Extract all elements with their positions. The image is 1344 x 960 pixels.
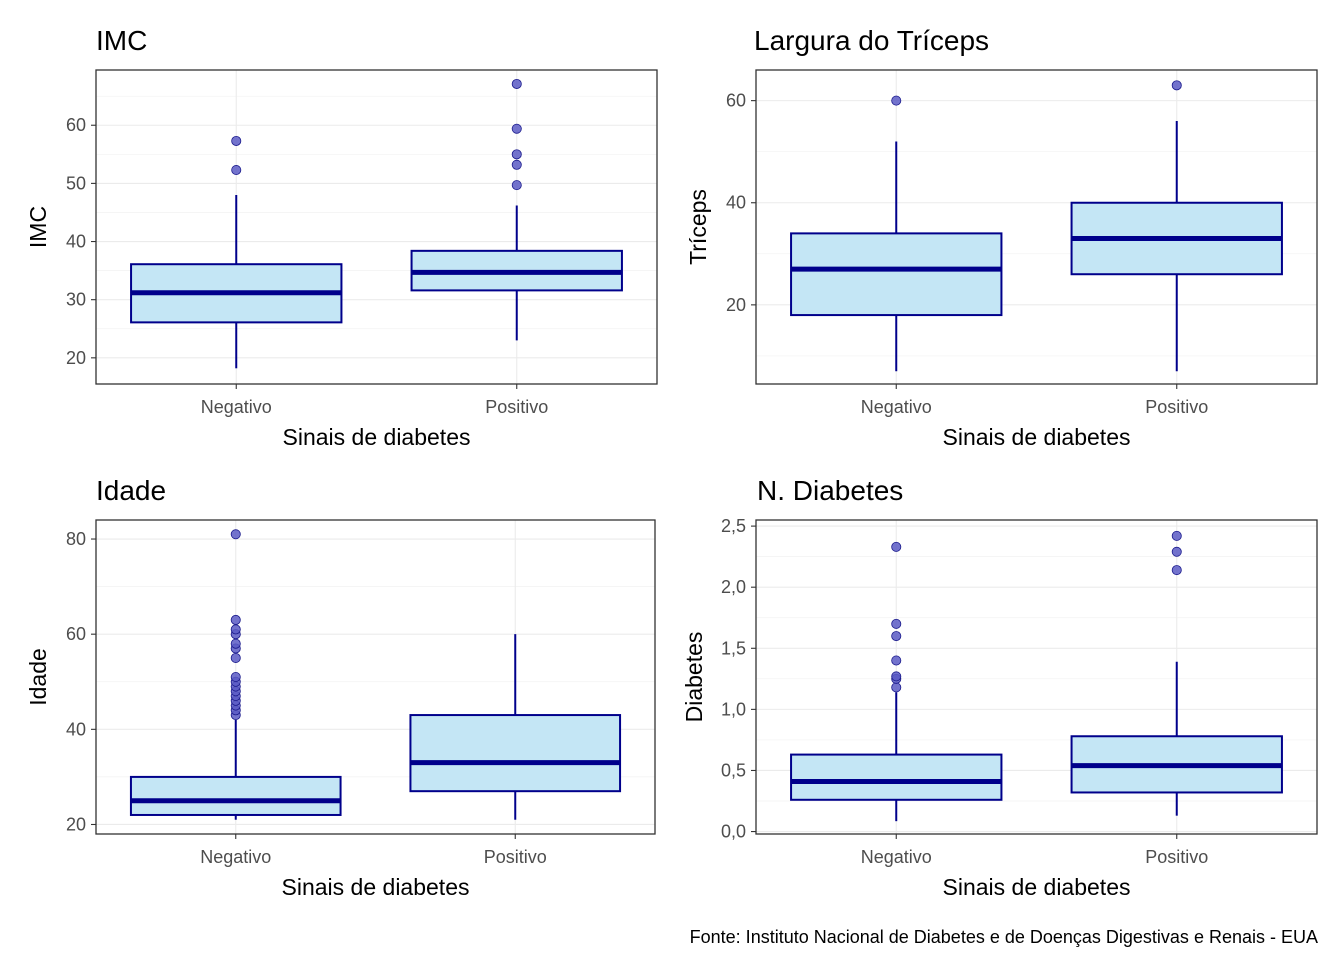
- panel-frame: [755, 69, 1318, 385]
- outlier-point: [891, 682, 902, 693]
- y-tick-label: 20: [66, 348, 86, 368]
- box-positivo: [1070, 80, 1283, 372]
- box-iqr: [790, 232, 1003, 317]
- x-tick-label: Positivo: [484, 847, 547, 867]
- outlier-point: [231, 135, 242, 146]
- panel-0: 20 30 40 50 60 Negativo Positivo IMC Sinais de d…: [25, 25, 658, 450]
- box-positivo: [409, 634, 622, 820]
- outlier-point: [230, 672, 241, 683]
- y-tick-label: 40: [66, 232, 86, 252]
- outlier-point: [1171, 546, 1182, 557]
- outlier-point: [511, 180, 522, 191]
- outlier-point: [891, 631, 902, 642]
- x-axis-label: Sinais de diabetes: [943, 874, 1131, 900]
- outlier-point: [1171, 565, 1182, 576]
- outlier-point: [891, 618, 902, 629]
- y-tick-label: 20: [66, 814, 86, 834]
- y-tick-label: 20: [726, 295, 746, 315]
- outlier-point: [511, 78, 522, 89]
- y-tick-label: 2,5: [721, 516, 746, 536]
- y-axis-label: Tríceps: [685, 189, 711, 265]
- panel-2: 20 40 60 80 Negativo Positivo Idade Sinais de d…: [25, 475, 656, 900]
- box-iqr: [409, 714, 622, 793]
- panel-title: Idade: [96, 475, 166, 506]
- y-tick-label: 60: [66, 115, 86, 135]
- box-negativo: [790, 95, 1003, 372]
- y-tick-label: 60: [726, 91, 746, 111]
- outlier-point: [1171, 530, 1182, 541]
- panel-frame: [755, 519, 1318, 835]
- box-positivo: [410, 78, 623, 341]
- caption-source: Fonte: Instituto Nacional de Diabetes e …: [690, 927, 1318, 947]
- box-negativo: [790, 541, 1003, 822]
- outlier-point: [511, 159, 522, 170]
- box-negativo: [130, 135, 343, 369]
- y-tick-label: 40: [66, 719, 86, 739]
- y-axis-label: Idade: [25, 648, 51, 706]
- y-tick-label: 80: [66, 529, 86, 549]
- panel-frame: [95, 519, 656, 835]
- panel-1: 20 40 60 Negativo Positivo Largura do Tríceps…: [685, 25, 1318, 450]
- x-tick-label: Negativo: [201, 397, 272, 417]
- y-tick-label: 0,5: [721, 760, 746, 780]
- y-tick-label: 1,0: [721, 699, 746, 719]
- x-tick-label: Positivo: [1145, 847, 1208, 867]
- box-iqr: [129, 775, 342, 816]
- box-iqr: [790, 753, 1003, 801]
- outlier-point: [230, 529, 241, 540]
- y-tick-label: 60: [66, 624, 86, 644]
- y-tick-label: 0,0: [721, 822, 746, 842]
- y-axis-label: Diabetes: [681, 632, 707, 723]
- outlier-point: [230, 652, 241, 663]
- outlier-point: [891, 95, 902, 106]
- x-axis-label: Sinais de diabetes: [943, 424, 1131, 450]
- panel-3: 0,0 0,5 1,0 1,5 2,0 2,5 Negativo Positivo N. Dia…: [681, 475, 1318, 900]
- outlier-point: [891, 541, 902, 552]
- y-tick-label: 50: [66, 173, 86, 193]
- panel-title: Largura do Tríceps: [754, 25, 989, 56]
- box-negativo: [129, 529, 342, 820]
- x-axis-label: Sinais de diabetes: [282, 874, 470, 900]
- outlier-point: [891, 655, 902, 666]
- panel-frame: [95, 69, 658, 385]
- y-tick-label: 2,0: [721, 577, 746, 597]
- outlier-point: [231, 165, 242, 176]
- panel-title: N. Diabetes: [757, 475, 903, 506]
- outlier-point: [891, 671, 902, 682]
- y-axis-label: IMC: [25, 206, 51, 248]
- x-axis-label: Sinais de diabetes: [283, 424, 471, 450]
- y-tick-label: 1,5: [721, 638, 746, 658]
- outlier-point: [230, 624, 241, 635]
- outlier-point: [511, 149, 522, 160]
- y-tick-label: 40: [726, 193, 746, 213]
- x-tick-label: Positivo: [485, 397, 548, 417]
- box-positivo: [1070, 530, 1283, 816]
- outlier-point: [230, 638, 241, 649]
- x-tick-label: Negativo: [861, 397, 932, 417]
- outlier-point: [511, 123, 522, 134]
- outlier-point: [1171, 80, 1182, 91]
- x-tick-label: Positivo: [1145, 397, 1208, 417]
- chart-panels: 20 30 40 50 60 Negativo Positivo IMC Sinais de d…: [25, 25, 1318, 900]
- x-tick-label: Negativo: [861, 847, 932, 867]
- outlier-point: [230, 614, 241, 625]
- x-tick-label: Negativo: [200, 847, 271, 867]
- y-tick-label: 30: [66, 290, 86, 310]
- panel-title: IMC: [96, 25, 147, 56]
